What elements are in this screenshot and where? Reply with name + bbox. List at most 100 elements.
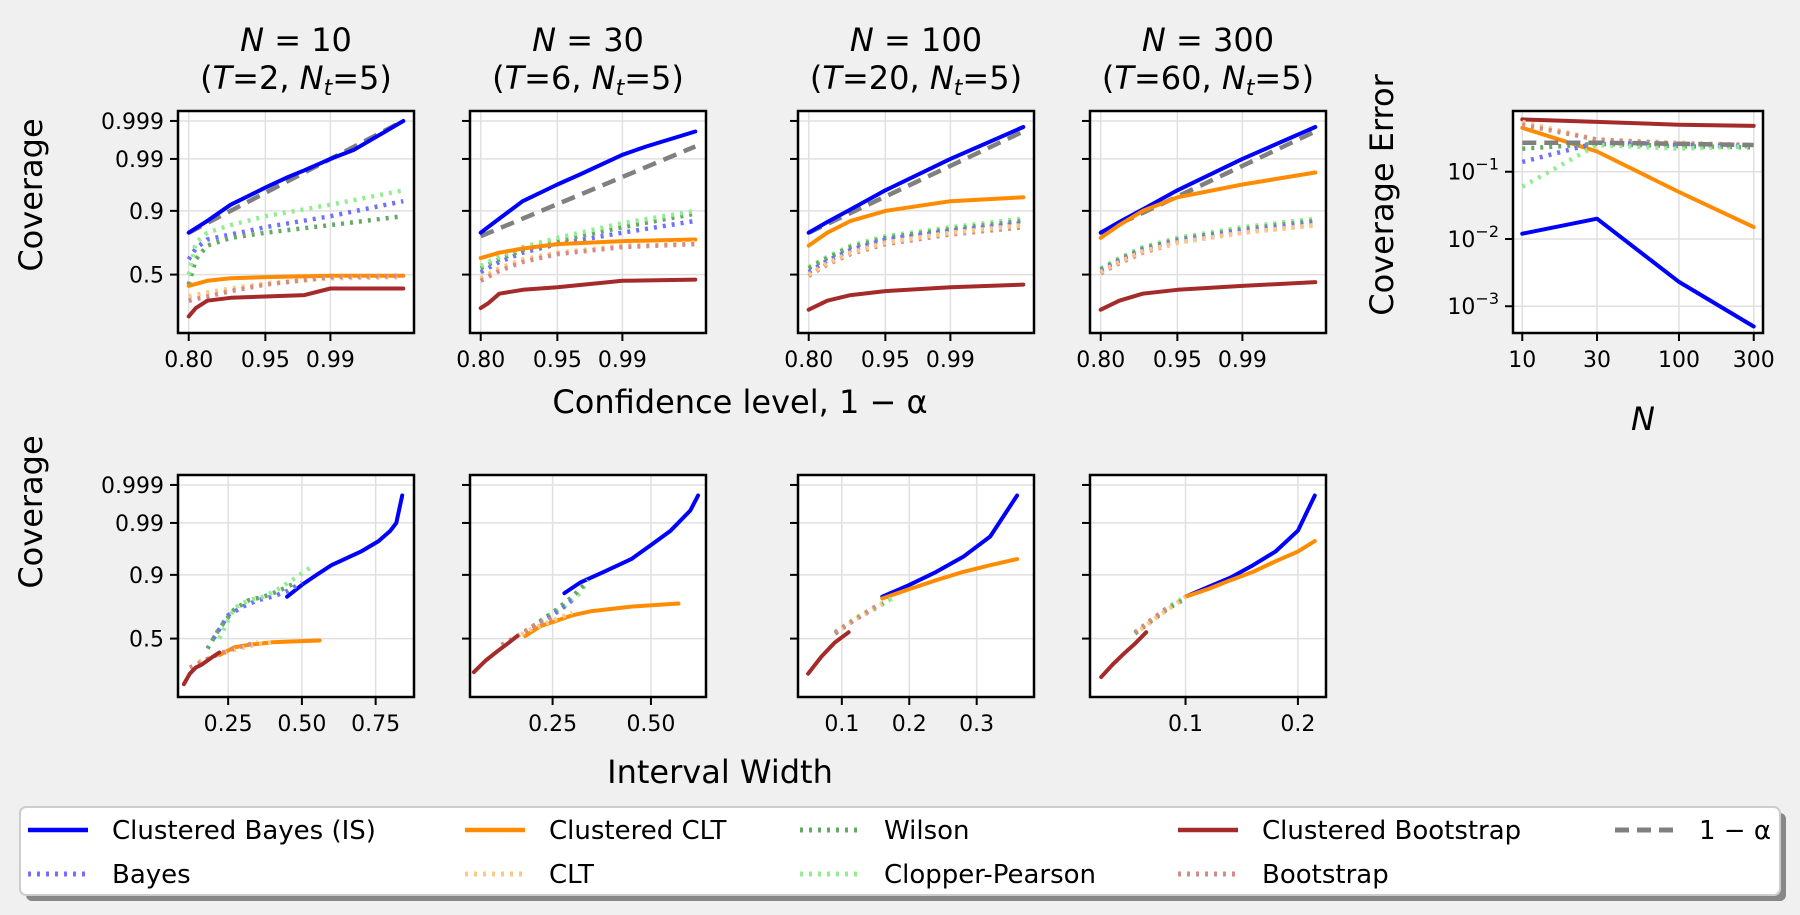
- legend-label: Clopper-Pearson: [884, 860, 1096, 890]
- x-label-confidence: Confidence level, 1 − α: [552, 383, 927, 421]
- chart-panel-3: 0.80 0.95 0.99 N = 100(T=20, Nt=5): [784, 21, 1036, 373]
- x-tick-label: 0.80: [456, 348, 505, 373]
- legend-item-clt_clustered: Clustered CLT: [465, 816, 727, 846]
- series-line-boot_clustered: [186, 286, 406, 319]
- legend-item-wilson: Wilson: [800, 816, 970, 846]
- chart-panel-4: 0.80 0.95 0.99 N = 300(T=60, Nt=5): [1076, 21, 1328, 373]
- y-tick-label: 0.9: [129, 564, 164, 589]
- x-tick-label: 0.80: [164, 348, 213, 373]
- chart-panel-7: 0.25 0.50: [462, 473, 708, 737]
- legend-item-boot_clustered: Clustered Bootstrap: [1178, 816, 1521, 846]
- series-line-clopper: [479, 208, 696, 268]
- y-tick-label: 0.99: [115, 148, 164, 173]
- x-tick-label: 0.99: [598, 348, 647, 373]
- series-line-clt_clustered: [1183, 539, 1317, 599]
- legend-label: Bayes: [112, 860, 191, 890]
- x-tick-label: 0.2: [892, 712, 927, 737]
- y-label-bottom: Coverage: [12, 435, 50, 588]
- series-line-alpha: [1522, 140, 1754, 148]
- series-line-clt_clustered: [1520, 125, 1756, 230]
- x-tick-label: 0.99: [926, 348, 975, 373]
- legend-label: Wilson: [884, 816, 970, 846]
- series-line-boot_clustered: [806, 282, 1026, 312]
- legend: Clustered Bayes (IS) Bayes Clustered CLT CL…: [19, 806, 1786, 901]
- legend-label: Clustered CLT: [549, 816, 727, 846]
- legend-label: CLT: [549, 860, 594, 890]
- series-line-boot_clustered: [806, 630, 851, 676]
- y-tick-label: 0.5: [129, 628, 164, 653]
- chart-panel-9: 0.1 0.2: [1082, 473, 1328, 737]
- series-line-clt_clustered: [1098, 170, 1318, 240]
- y-tick-label: 0.9: [129, 200, 164, 225]
- panel-title: N = 100: [850, 21, 982, 59]
- y-tick-label: 10−2: [1447, 222, 1499, 253]
- y-label-top: Coverage: [12, 118, 50, 271]
- panel-subtitle: (T=6, Nt=5): [492, 59, 684, 101]
- series-line-wilson: [1522, 141, 1754, 151]
- y-tick-label: 0.5: [129, 264, 164, 289]
- series-line-bayes_is: [1098, 125, 1318, 235]
- series-line-bayes: [479, 218, 696, 275]
- x-tick-label: 0.95: [241, 348, 290, 373]
- series-line-clopper: [217, 563, 315, 640]
- series-line-alpha: [479, 144, 697, 239]
- x-tick-label: 0.3: [959, 712, 994, 737]
- series-line-clt: [1099, 222, 1316, 275]
- series-line-boot: [500, 616, 554, 647]
- series-line-alpha: [1099, 129, 1317, 235]
- legend-item-boot: Bootstrap: [1178, 860, 1389, 890]
- x-tick-label: 0.2: [1280, 712, 1315, 737]
- series-line-bayes_is: [562, 493, 701, 596]
- series-line-boot_clustered: [471, 634, 520, 675]
- series-line-clt_clustered: [880, 557, 1020, 601]
- x-tick-label: 0.80: [784, 348, 833, 373]
- y-label-error: Coverage Error: [1363, 73, 1401, 315]
- series-line-bayes_is: [1520, 216, 1756, 329]
- chart-panel-1: 0.80 0.95 0.99 0.5 0.9 0.99 0.999 N = 10(T=2, N…: [101, 21, 416, 373]
- y-tick-label: 10−3: [1447, 289, 1499, 320]
- x-tick-label: 0.95: [1153, 348, 1202, 373]
- series-line-bayes: [531, 594, 578, 631]
- series-line-boot: [188, 640, 259, 670]
- series-line-bayes_is: [806, 125, 1026, 235]
- series-line-boot_clustered: [478, 277, 698, 311]
- series-line-boot_clustered: [1520, 117, 1756, 128]
- panel-title: N = 10: [240, 21, 352, 59]
- legend-item-bayes_is: Clustered Bayes (IS): [28, 816, 376, 846]
- x-tick-label: 100: [1658, 348, 1700, 373]
- series-line-clt: [1139, 594, 1187, 632]
- series-line-bayes_is: [880, 493, 1020, 599]
- legend-label: Bootstrap: [1262, 860, 1389, 890]
- x-tick-label: 0.25: [204, 712, 253, 737]
- series-line-bayes_is: [186, 119, 406, 235]
- x-tick-label: 0.25: [528, 712, 577, 737]
- legend-item-clt: CLT: [465, 860, 594, 890]
- chart-panel-8: 0.1 0.2 0.3: [790, 473, 1036, 737]
- y-tick-label: 0.999: [101, 474, 164, 499]
- series-line-boot_clustered: [181, 650, 222, 687]
- x-tick-label: 300: [1733, 348, 1775, 373]
- series-line-boot: [188, 273, 404, 303]
- x-tick-label: 10: [1508, 348, 1536, 373]
- y-tick-label: 0.99: [115, 512, 164, 537]
- x-tick-label: 0.1: [1168, 712, 1203, 737]
- x-tick-label: 0.50: [277, 712, 326, 737]
- series-line-wilson: [807, 218, 1024, 271]
- series-line-bayes_is: [478, 129, 698, 235]
- series-line-boot_clustered: [1098, 280, 1318, 312]
- x-tick-label: 0.95: [533, 348, 582, 373]
- legend-item-alpha: 1 − α: [1615, 816, 1771, 846]
- legend-item-clopper: Clopper-Pearson: [800, 860, 1096, 890]
- series-line-alpha: [807, 129, 1025, 235]
- x-tick-label: 0.95: [861, 348, 910, 373]
- series-line-bayes: [211, 580, 304, 640]
- y-tick-label: 10−1: [1447, 155, 1499, 186]
- legend-label: Clustered Bayes (IS): [112, 816, 376, 846]
- series-line-boot_clustered: [1099, 630, 1149, 679]
- series-line-boot: [479, 241, 696, 283]
- legend-label: 1 − α: [1699, 816, 1771, 846]
- x-tick-label: 0.50: [626, 712, 675, 737]
- chart-panel-2: 0.80 0.95 0.99 N = 30(T=6, Nt=5): [456, 21, 708, 373]
- series-line-clt: [807, 222, 1024, 277]
